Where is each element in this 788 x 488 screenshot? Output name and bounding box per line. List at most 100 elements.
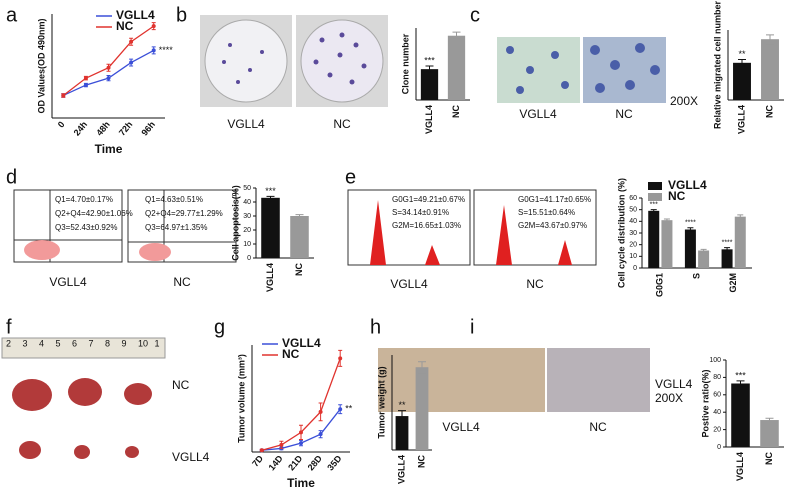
y-tick-label: 100 [709, 357, 721, 364]
caption: NC [333, 117, 351, 131]
bar [761, 39, 779, 100]
bar [698, 250, 710, 268]
significance: **** [722, 239, 733, 246]
y-tick-label: 0 [717, 444, 721, 451]
point [259, 448, 264, 453]
ruler [1, 337, 166, 359]
bar [261, 197, 280, 258]
error-bar [724, 247, 731, 252]
x-tick-label: 14D [266, 453, 285, 472]
error-bar [765, 417, 774, 423]
y-tick-label: 40 [713, 409, 721, 416]
y-tick-label: 80 [713, 374, 721, 381]
peak [370, 200, 440, 265]
x-tick-label: VGLL4 [424, 105, 434, 134]
events [24, 240, 60, 260]
caption: VGLL4 [519, 107, 557, 121]
error-bar [738, 59, 746, 67]
y-tick-label: 10 [629, 253, 637, 260]
panel-label: g [214, 316, 225, 338]
panel-label: e [345, 166, 356, 188]
line [62, 25, 155, 96]
row-label: NC [172, 378, 190, 392]
bar [731, 383, 750, 447]
bar [290, 216, 309, 258]
gate-stat: Q3=64.97±1.35% [145, 223, 207, 232]
x-tick-label: VGLL4 [265, 263, 275, 292]
bar [420, 69, 439, 100]
legend-swatch [648, 182, 662, 190]
y-tick-label: 40 [243, 199, 251, 206]
y-axis-title: Tumor volume (mm³) [236, 354, 246, 443]
x-tick-label: NC [451, 105, 461, 118]
y-axis-title: Cell apoptosis(%) [230, 185, 240, 261]
significance: **** [685, 220, 696, 227]
row-label: VGLL4 [172, 450, 210, 464]
error-bar [687, 227, 694, 232]
point [299, 441, 303, 446]
significance: **** [159, 45, 174, 55]
error-bar [700, 248, 707, 253]
caption: NC [173, 275, 191, 289]
caption: VGLL4 [49, 275, 87, 289]
gate-stat: Q1=4.63±0.51% [145, 195, 203, 204]
point [318, 409, 323, 414]
bar [721, 249, 733, 268]
ruler-number: 3 [23, 338, 28, 348]
legend-label: VGLL4 [116, 8, 155, 22]
x-tick-label: 35D [325, 453, 344, 472]
ruler-number: 6 [72, 338, 77, 348]
y-tick-label: 0 [247, 255, 251, 262]
x-tick-label: VGLL4 [396, 455, 406, 484]
panel-label: c [470, 4, 480, 26]
error-bar [452, 31, 461, 40]
error-bar [650, 209, 657, 213]
x-tick-label: 48h [94, 119, 112, 137]
gate-stat: Q1=4.70±0.17% [55, 195, 113, 204]
dish [204, 19, 288, 103]
ihc-photo [378, 348, 545, 412]
significance: *** [265, 186, 276, 196]
cycle-stat: G0G1=41.17±0.65% [518, 195, 591, 204]
line [63, 49, 155, 97]
y-tick-label: 10 [243, 241, 251, 248]
x-tick-label: S [691, 273, 701, 279]
ihc-label: VGLL4 [655, 377, 693, 391]
cycle-stat: G0G1=49.21±0.67% [392, 195, 465, 204]
y-tick-label: 20 [629, 242, 637, 249]
y-axis-title: Cell cycle distribution (%) [616, 178, 626, 288]
y-tick-label: 30 [243, 213, 251, 220]
gate-stat: Q3=52.43±0.92% [55, 223, 117, 232]
ihc-photo [547, 348, 650, 412]
ruler-number: 1 [155, 338, 160, 348]
x-tick-label: 96h [139, 119, 157, 137]
point [129, 39, 134, 44]
panel-label: a [6, 4, 18, 26]
cycle-stat: G2M=16.65±1.03% [392, 221, 461, 230]
point [338, 356, 343, 361]
legend-label: NC [116, 19, 134, 33]
bar [395, 416, 409, 450]
cycle-stat: S=15.51±0.64% [518, 208, 575, 217]
point [106, 76, 111, 81]
y-tick-label: 50 [243, 185, 251, 192]
y-tick-label: 50 [629, 207, 637, 214]
caption: VGLL4 [442, 420, 480, 434]
point [279, 442, 284, 447]
y-axis-title: Clone number [400, 33, 410, 94]
x-tick-label: 7D [250, 453, 265, 469]
significance: *** [650, 202, 658, 209]
gate-stat: Q2+Q4=29.77±1.29% [145, 209, 223, 218]
error-bar [398, 410, 406, 422]
y-axis-title: Relative migrated cell number [712, 0, 722, 129]
events [139, 243, 171, 261]
ruler-number: 4 [39, 338, 44, 348]
x-tick-label: 72h [117, 119, 135, 137]
bar [447, 35, 466, 100]
ruler-number: 2 [6, 338, 11, 348]
gate-stat: Q2+Q4=42.90±1.06% [55, 209, 133, 218]
bar [734, 216, 746, 268]
point [83, 76, 88, 81]
ruler-number: 10 [138, 338, 148, 348]
panel-label: h [370, 316, 381, 338]
